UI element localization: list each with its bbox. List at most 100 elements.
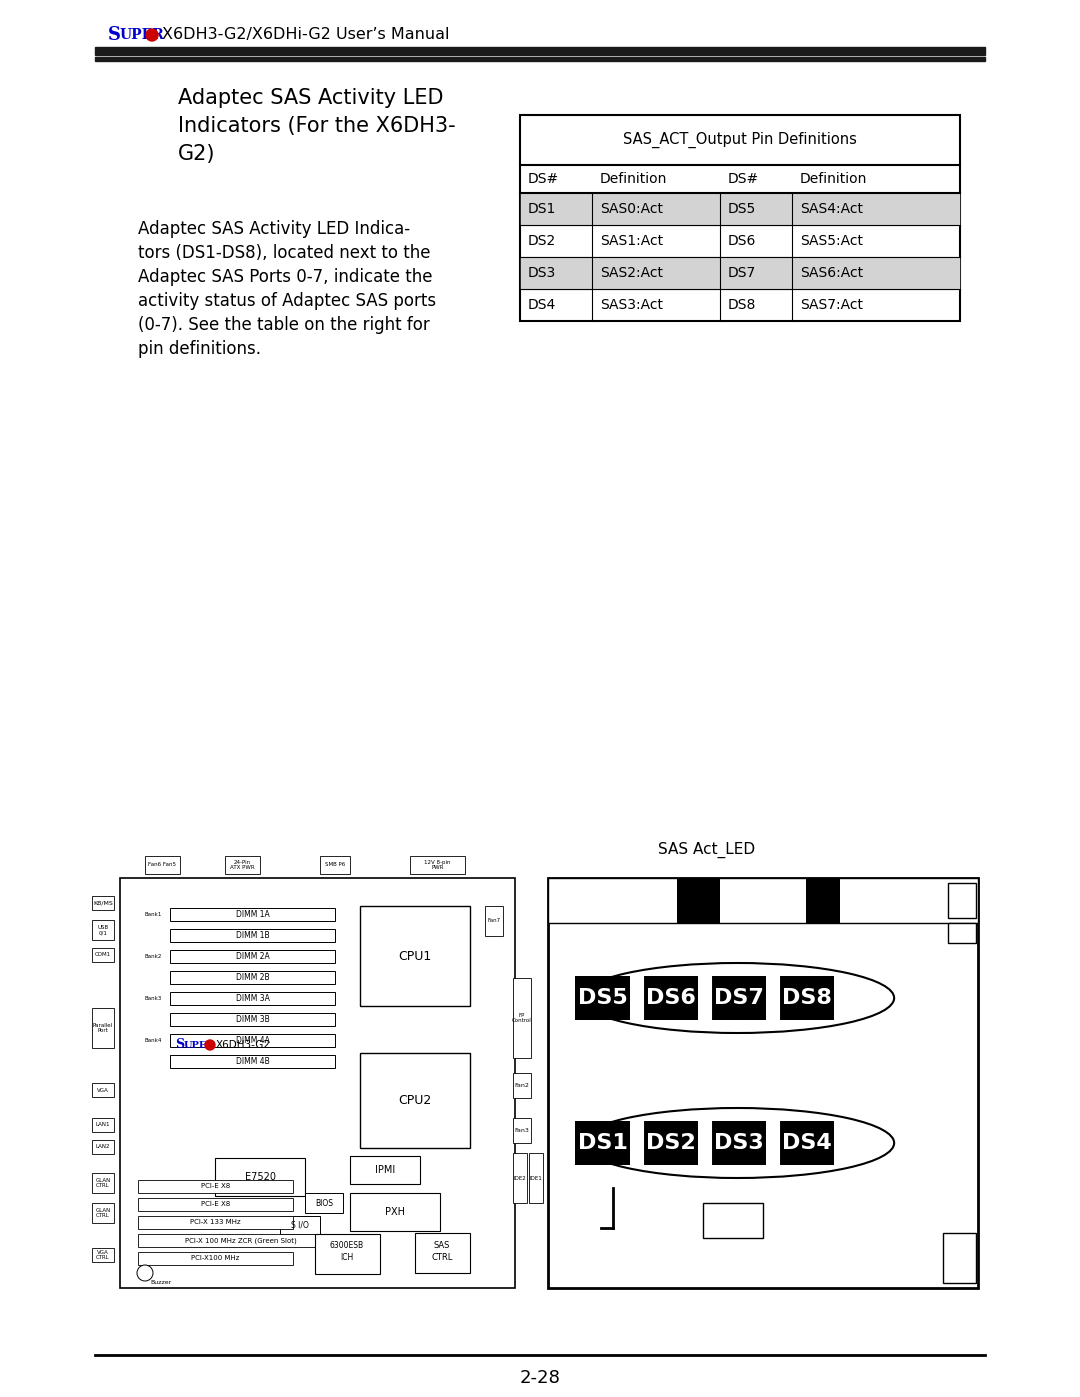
Text: Fan3: Fan3 — [514, 1127, 529, 1133]
Text: 24-Pin
ATX PWR: 24-Pin ATX PWR — [230, 859, 255, 870]
Bar — [170, 950, 335, 963]
Bar — [92, 1173, 114, 1193]
Text: SAS5:Act: SAS5:Act — [800, 235, 863, 249]
Text: UPER: UPER — [184, 1041, 216, 1049]
Bar — [350, 1193, 440, 1231]
Text: Bank3: Bank3 — [145, 996, 162, 1002]
Text: S: S — [175, 1038, 184, 1052]
Bar — [92, 1009, 114, 1048]
Text: tors (DS1-DS8), located next to the: tors (DS1-DS8), located next to the — [138, 244, 431, 263]
Text: SMB P6: SMB P6 — [325, 862, 346, 868]
Text: PCI-X100 MHz: PCI-X100 MHz — [191, 1256, 240, 1261]
Bar — [138, 1180, 293, 1193]
Bar — [95, 57, 985, 60]
Text: G2): G2) — [178, 144, 216, 163]
Bar — [521, 257, 959, 289]
Text: Adaptec SAS Activity LED Indica-: Adaptec SAS Activity LED Indica- — [138, 219, 410, 237]
Text: activity status of Adaptec SAS ports: activity status of Adaptec SAS ports — [138, 292, 436, 310]
Bar — [806, 877, 840, 923]
Text: SAS7:Act: SAS7:Act — [800, 298, 863, 312]
Bar — [703, 1203, 762, 1238]
Text: DS3: DS3 — [528, 265, 556, 279]
Text: E7520: E7520 — [244, 1172, 275, 1182]
Text: SAS: SAS — [434, 1242, 450, 1250]
Text: DS5: DS5 — [578, 988, 627, 1009]
Text: DS6: DS6 — [728, 235, 756, 249]
Bar — [145, 856, 180, 875]
Bar — [170, 908, 335, 921]
Text: Parallel
Port: Parallel Port — [93, 1023, 113, 1034]
Circle shape — [146, 29, 158, 41]
Text: SAS3:Act: SAS3:Act — [600, 298, 663, 312]
Text: X6DH3-G2/X6DHi-G2 User’s Manual: X6DH3-G2/X6DHi-G2 User’s Manual — [162, 28, 449, 42]
Text: SAS0:Act: SAS0:Act — [600, 203, 663, 217]
Text: DIMM 2A: DIMM 2A — [235, 951, 269, 961]
Bar — [575, 977, 630, 1020]
Text: SAS Act_LED: SAS Act_LED — [658, 842, 755, 858]
Bar — [92, 1140, 114, 1154]
Bar — [170, 1013, 335, 1025]
Bar — [529, 1153, 543, 1203]
Text: DS2: DS2 — [646, 1133, 696, 1153]
Bar — [513, 1073, 531, 1098]
Text: DS8: DS8 — [782, 988, 832, 1009]
Text: DS4: DS4 — [782, 1133, 832, 1153]
Text: IDE1: IDE1 — [529, 1175, 542, 1180]
Text: DS6: DS6 — [646, 988, 696, 1009]
Text: DS2: DS2 — [528, 235, 556, 249]
Text: PCI-X 133 MHz: PCI-X 133 MHz — [190, 1220, 241, 1225]
Text: (0-7). See the table on the right for: (0-7). See the table on the right for — [138, 316, 430, 334]
Text: GLAN
CTRL: GLAN CTRL — [95, 1178, 110, 1189]
Bar — [948, 923, 976, 943]
Text: IPMI: IPMI — [375, 1165, 395, 1175]
Bar — [548, 877, 978, 923]
Text: DIMM 4B: DIMM 4B — [235, 1058, 269, 1066]
Text: DIMM 3A: DIMM 3A — [235, 995, 269, 1003]
Text: DS1: DS1 — [578, 1133, 627, 1153]
Bar — [225, 856, 260, 875]
Bar — [410, 856, 465, 875]
Text: CPU2: CPU2 — [399, 1094, 432, 1106]
Text: DS7: DS7 — [728, 265, 756, 279]
Text: Definition: Definition — [600, 172, 667, 186]
Text: DIMM 1A: DIMM 1A — [235, 909, 269, 919]
Text: FP
Control: FP Control — [512, 1013, 531, 1024]
Text: Adaptec SAS Ports 0-7, indicate the: Adaptec SAS Ports 0-7, indicate the — [138, 268, 432, 286]
Bar — [305, 1193, 343, 1213]
Text: VGA
CTRL: VGA CTRL — [96, 1249, 110, 1260]
Bar — [943, 1234, 976, 1282]
Bar — [360, 907, 470, 1006]
Text: Bank1: Bank1 — [145, 912, 162, 916]
Text: PCI-X 100 MHz ZCR (Green Slot): PCI-X 100 MHz ZCR (Green Slot) — [185, 1238, 296, 1243]
Text: Fan2: Fan2 — [514, 1083, 529, 1088]
Text: pin definitions.: pin definitions. — [138, 339, 261, 358]
Text: DS8: DS8 — [728, 298, 756, 312]
Text: DIMM 3B: DIMM 3B — [235, 1016, 269, 1024]
Text: S I/O: S I/O — [292, 1221, 309, 1229]
Bar — [315, 1234, 380, 1274]
Text: KB/MS: KB/MS — [93, 901, 113, 905]
Text: DS4: DS4 — [528, 298, 556, 312]
Bar — [92, 949, 114, 963]
Bar — [643, 977, 698, 1020]
Text: Buzzer: Buzzer — [150, 1281, 172, 1285]
Text: DS5: DS5 — [728, 203, 756, 217]
Text: DIMM 2B: DIMM 2B — [235, 972, 269, 982]
Bar — [779, 977, 834, 1020]
Bar — [779, 1120, 834, 1165]
Text: Bank4: Bank4 — [145, 1038, 162, 1044]
Text: BIOS: BIOS — [315, 1199, 333, 1207]
Circle shape — [137, 1266, 153, 1281]
Text: DS3: DS3 — [714, 1133, 764, 1153]
Bar — [711, 1120, 766, 1165]
Bar — [138, 1252, 293, 1266]
Circle shape — [205, 1039, 215, 1051]
Text: Bank2: Bank2 — [145, 954, 162, 958]
Text: SAS_ACT_Output Pin Definitions: SAS_ACT_Output Pin Definitions — [623, 131, 856, 148]
Bar — [170, 1034, 335, 1046]
Text: DS#: DS# — [528, 172, 559, 186]
Text: PCI-E X8: PCI-E X8 — [201, 1183, 230, 1189]
Bar — [519, 115, 960, 321]
Ellipse shape — [580, 1108, 894, 1178]
Text: PCI-E X8: PCI-E X8 — [201, 1201, 230, 1207]
